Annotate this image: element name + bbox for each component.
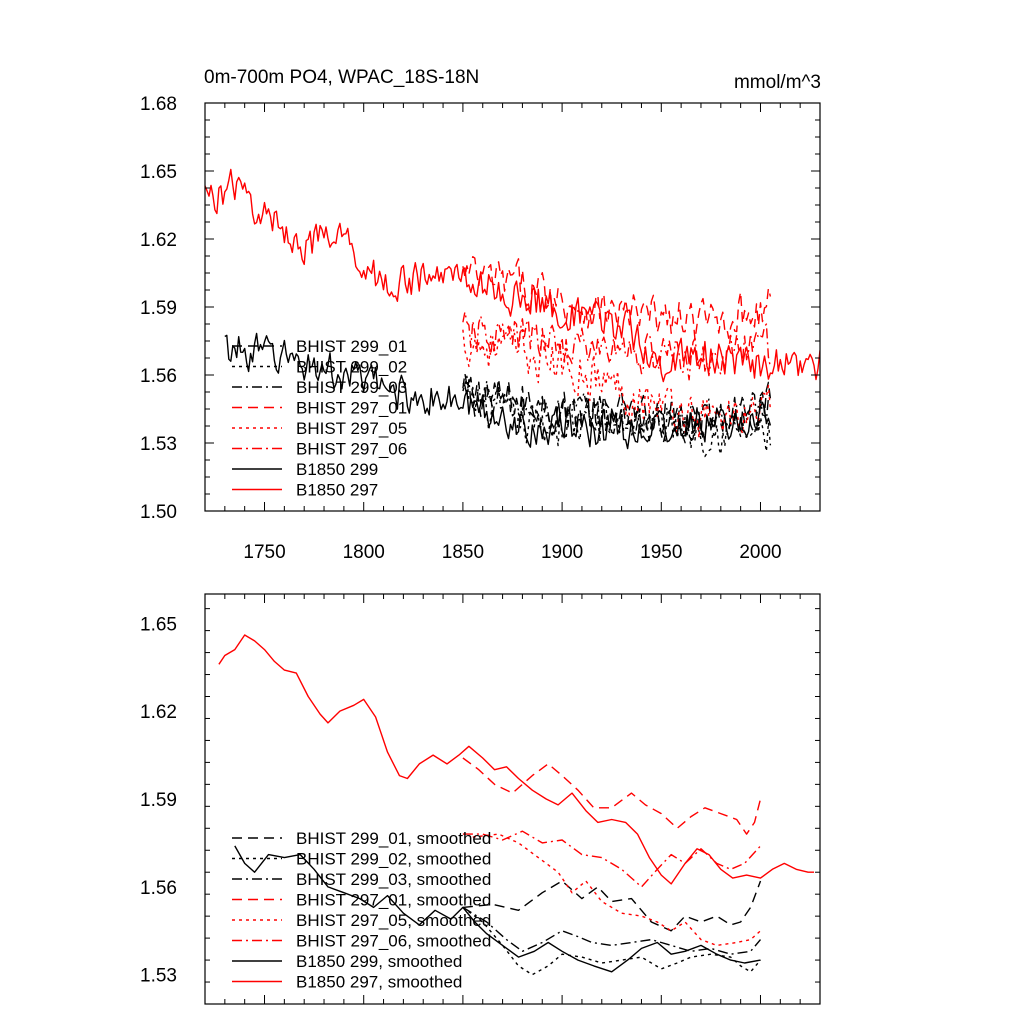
y-tick-label: 1.62 — [140, 702, 177, 723]
units-label: mmol/m^3 — [734, 72, 821, 93]
legend-label-bhist-299-03-smoothed: BHIST 299_03, smoothed — [296, 870, 491, 889]
y-tick-label: 1.59 — [140, 790, 177, 811]
legend-label-bhist-297-05: BHIST 297_05 — [296, 419, 407, 438]
chart-title: 0m-700m PO4, WPAC_18S-18N — [204, 67, 479, 88]
series-group — [205, 168, 820, 458]
series-group — [218, 634, 814, 976]
x-tick-label: 1850 — [442, 542, 484, 563]
series-line-bhist-299-03-smoothed — [462, 906, 762, 955]
series-line-bhist-299-02 — [462, 375, 772, 458]
y-tick-label: 1.65 — [140, 162, 177, 183]
series-line-bhist-299-01 — [462, 372, 772, 444]
series-line-bhist-297-01-smoothed — [462, 757, 762, 835]
y-tick-label: 1.53 — [140, 966, 177, 987]
legend-label-bhist-299-02-smoothed: BHIST 299_02, smoothed — [296, 850, 491, 869]
legend-label-bhist-299-01-smoothed: BHIST 299_01, smoothed — [296, 829, 491, 848]
y-tick-label: 1.50 — [140, 502, 177, 523]
series-line-b1850-299-smoothed — [234, 845, 761, 973]
legend-label-bhist-299-03: BHIST 299_03 — [296, 378, 407, 397]
y-tick-label: 1.56 — [140, 366, 177, 387]
bottom-panel: 1.53 1.56 1.59 1.62 1.65 BHIST 299_01, smooth… — [140, 593, 821, 1005]
series-line-b1850-297-smoothed — [218, 634, 814, 885]
legend: BHIST 299_01, smoothed BHIST 299_02, smoo… — [232, 829, 491, 992]
y-tick-label: 1.53 — [140, 434, 177, 455]
legend-label-b1850-299: B1850 299 — [296, 460, 378, 479]
y-tick-label: 1.68 — [140, 94, 177, 115]
x-tick-label: 1750 — [243, 542, 285, 563]
series-line-bhist-299-02-smoothed — [462, 906, 762, 976]
y-tick-label: 1.62 — [140, 230, 177, 251]
y-tick-label: 1.59 — [140, 298, 177, 319]
series-line-b1850-299 — [224, 332, 772, 450]
legend-label-bhist-299-02: BHIST 299_02 — [296, 358, 407, 377]
y-tick-label: 1.65 — [140, 614, 177, 635]
x-tick-label: 1950 — [640, 542, 682, 563]
legend-label-bhist-297-01-smoothed: BHIST 297_01, smoothed — [296, 891, 491, 910]
y-tick-label: 1.56 — [140, 878, 177, 899]
legend-label-b1850-297: B1850 297 — [296, 481, 378, 500]
x-tick-label: 2000 — [739, 542, 781, 563]
x-tick-label: 1800 — [343, 542, 385, 563]
plot-frame — [204, 593, 821, 1005]
series-line-bhist-299-01-smoothed — [462, 880, 762, 932]
series-line-bhist-297-05 — [462, 324, 772, 439]
legend-label-b1850-297-smoothed: B1850 297, smoothed — [296, 973, 462, 992]
series-line-bhist-297-06-smoothed — [462, 830, 762, 888]
legend-label-bhist-297-06-smoothed: BHIST 297_06, smoothed — [296, 932, 491, 951]
x-tick-label: 1900 — [541, 542, 583, 563]
legend-label-bhist-297-06: BHIST 297_06 — [296, 440, 407, 459]
top-panel: 1750 1800 1850 1900 1950 2000 1.50 1.53 1.56 1.59… — [140, 94, 821, 563]
legend-label-bhist-299-01: BHIST 299_01 — [296, 337, 407, 356]
series-line-bhist-297-01 — [462, 256, 772, 341]
series-line-b1850-297 — [205, 168, 820, 383]
legend-label-bhist-297-05-smoothed: BHIST 297_05, smoothed — [296, 911, 491, 930]
legend-label-bhist-297-01: BHIST 297_01 — [296, 399, 407, 418]
legend-label-b1850-299-smoothed: B1850 299, smoothed — [296, 952, 462, 971]
series-line-bhist-297-05-smoothed — [472, 833, 761, 947]
